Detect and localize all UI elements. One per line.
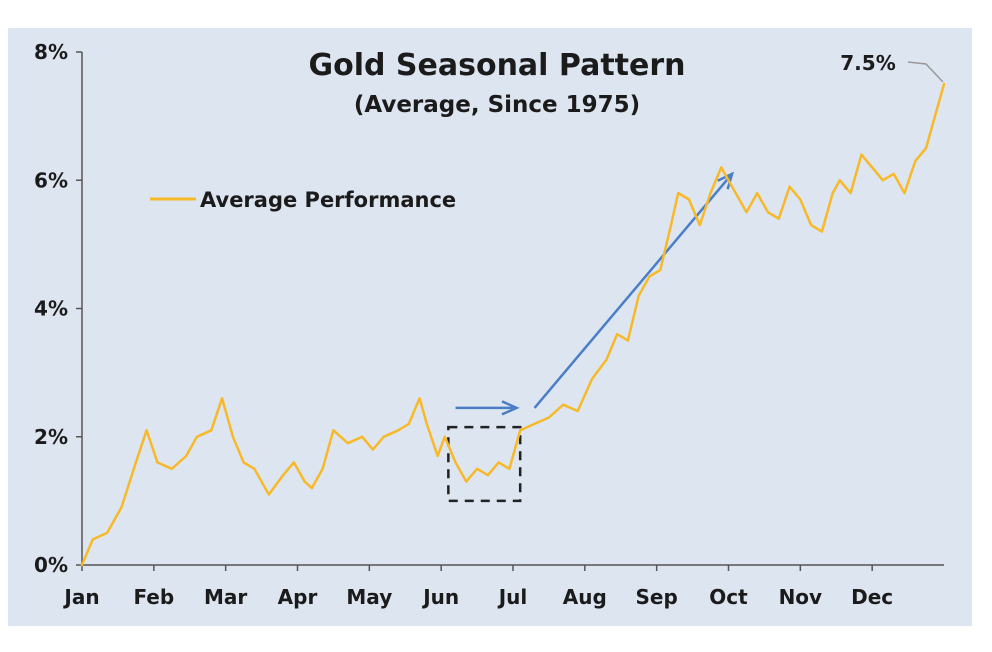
end-value-leader-line	[907, 61, 944, 83]
short-arrow-head	[501, 400, 520, 416]
axes: 0% 2% 4% 6% 8% Jan Feb Mar Apr May Jun Jul Aug Sep Oct…	[34, 40, 944, 609]
long-arrow-head	[717, 171, 735, 190]
x-tick-label: Oct	[709, 585, 748, 609]
chart-title: Gold Seasonal Pattern	[308, 48, 685, 83]
y-tick-label: 2%	[34, 425, 68, 449]
series-line-average-performance	[80, 82, 946, 567]
chart-subtitle: (Average, Since 1975)	[354, 92, 640, 118]
x-tick-label: Mar	[204, 585, 247, 609]
legend: Average Performance	[150, 188, 456, 212]
long-arrow-shaft	[533, 173, 734, 409]
x-tick-label: Feb	[133, 585, 174, 609]
y-tick-label: 6%	[34, 168, 68, 192]
legend-label: Average Performance	[200, 188, 456, 212]
plot-background	[8, 28, 972, 626]
x-tick-label: Jul	[497, 585, 528, 609]
x-tick-label: Dec	[851, 585, 893, 609]
x-tick-label: Sep	[636, 585, 678, 609]
y-tick-label: 8%	[34, 40, 68, 64]
y-tick-label: 0%	[34, 553, 68, 577]
series-group	[80, 82, 946, 567]
x-tick-label: Jan	[62, 585, 99, 609]
dashed-highlight-box	[447, 425, 522, 503]
x-tick-label: Apr	[278, 585, 318, 609]
annotations	[447, 171, 735, 503]
y-tick-label: 4%	[34, 297, 68, 321]
x-tick-label: Nov	[779, 585, 823, 609]
x-tick-label: May	[346, 585, 392, 609]
end-value-label: 7.5%	[840, 51, 895, 75]
x-tick-label: Jun	[421, 585, 459, 609]
x-tick-label: Aug	[563, 585, 607, 609]
